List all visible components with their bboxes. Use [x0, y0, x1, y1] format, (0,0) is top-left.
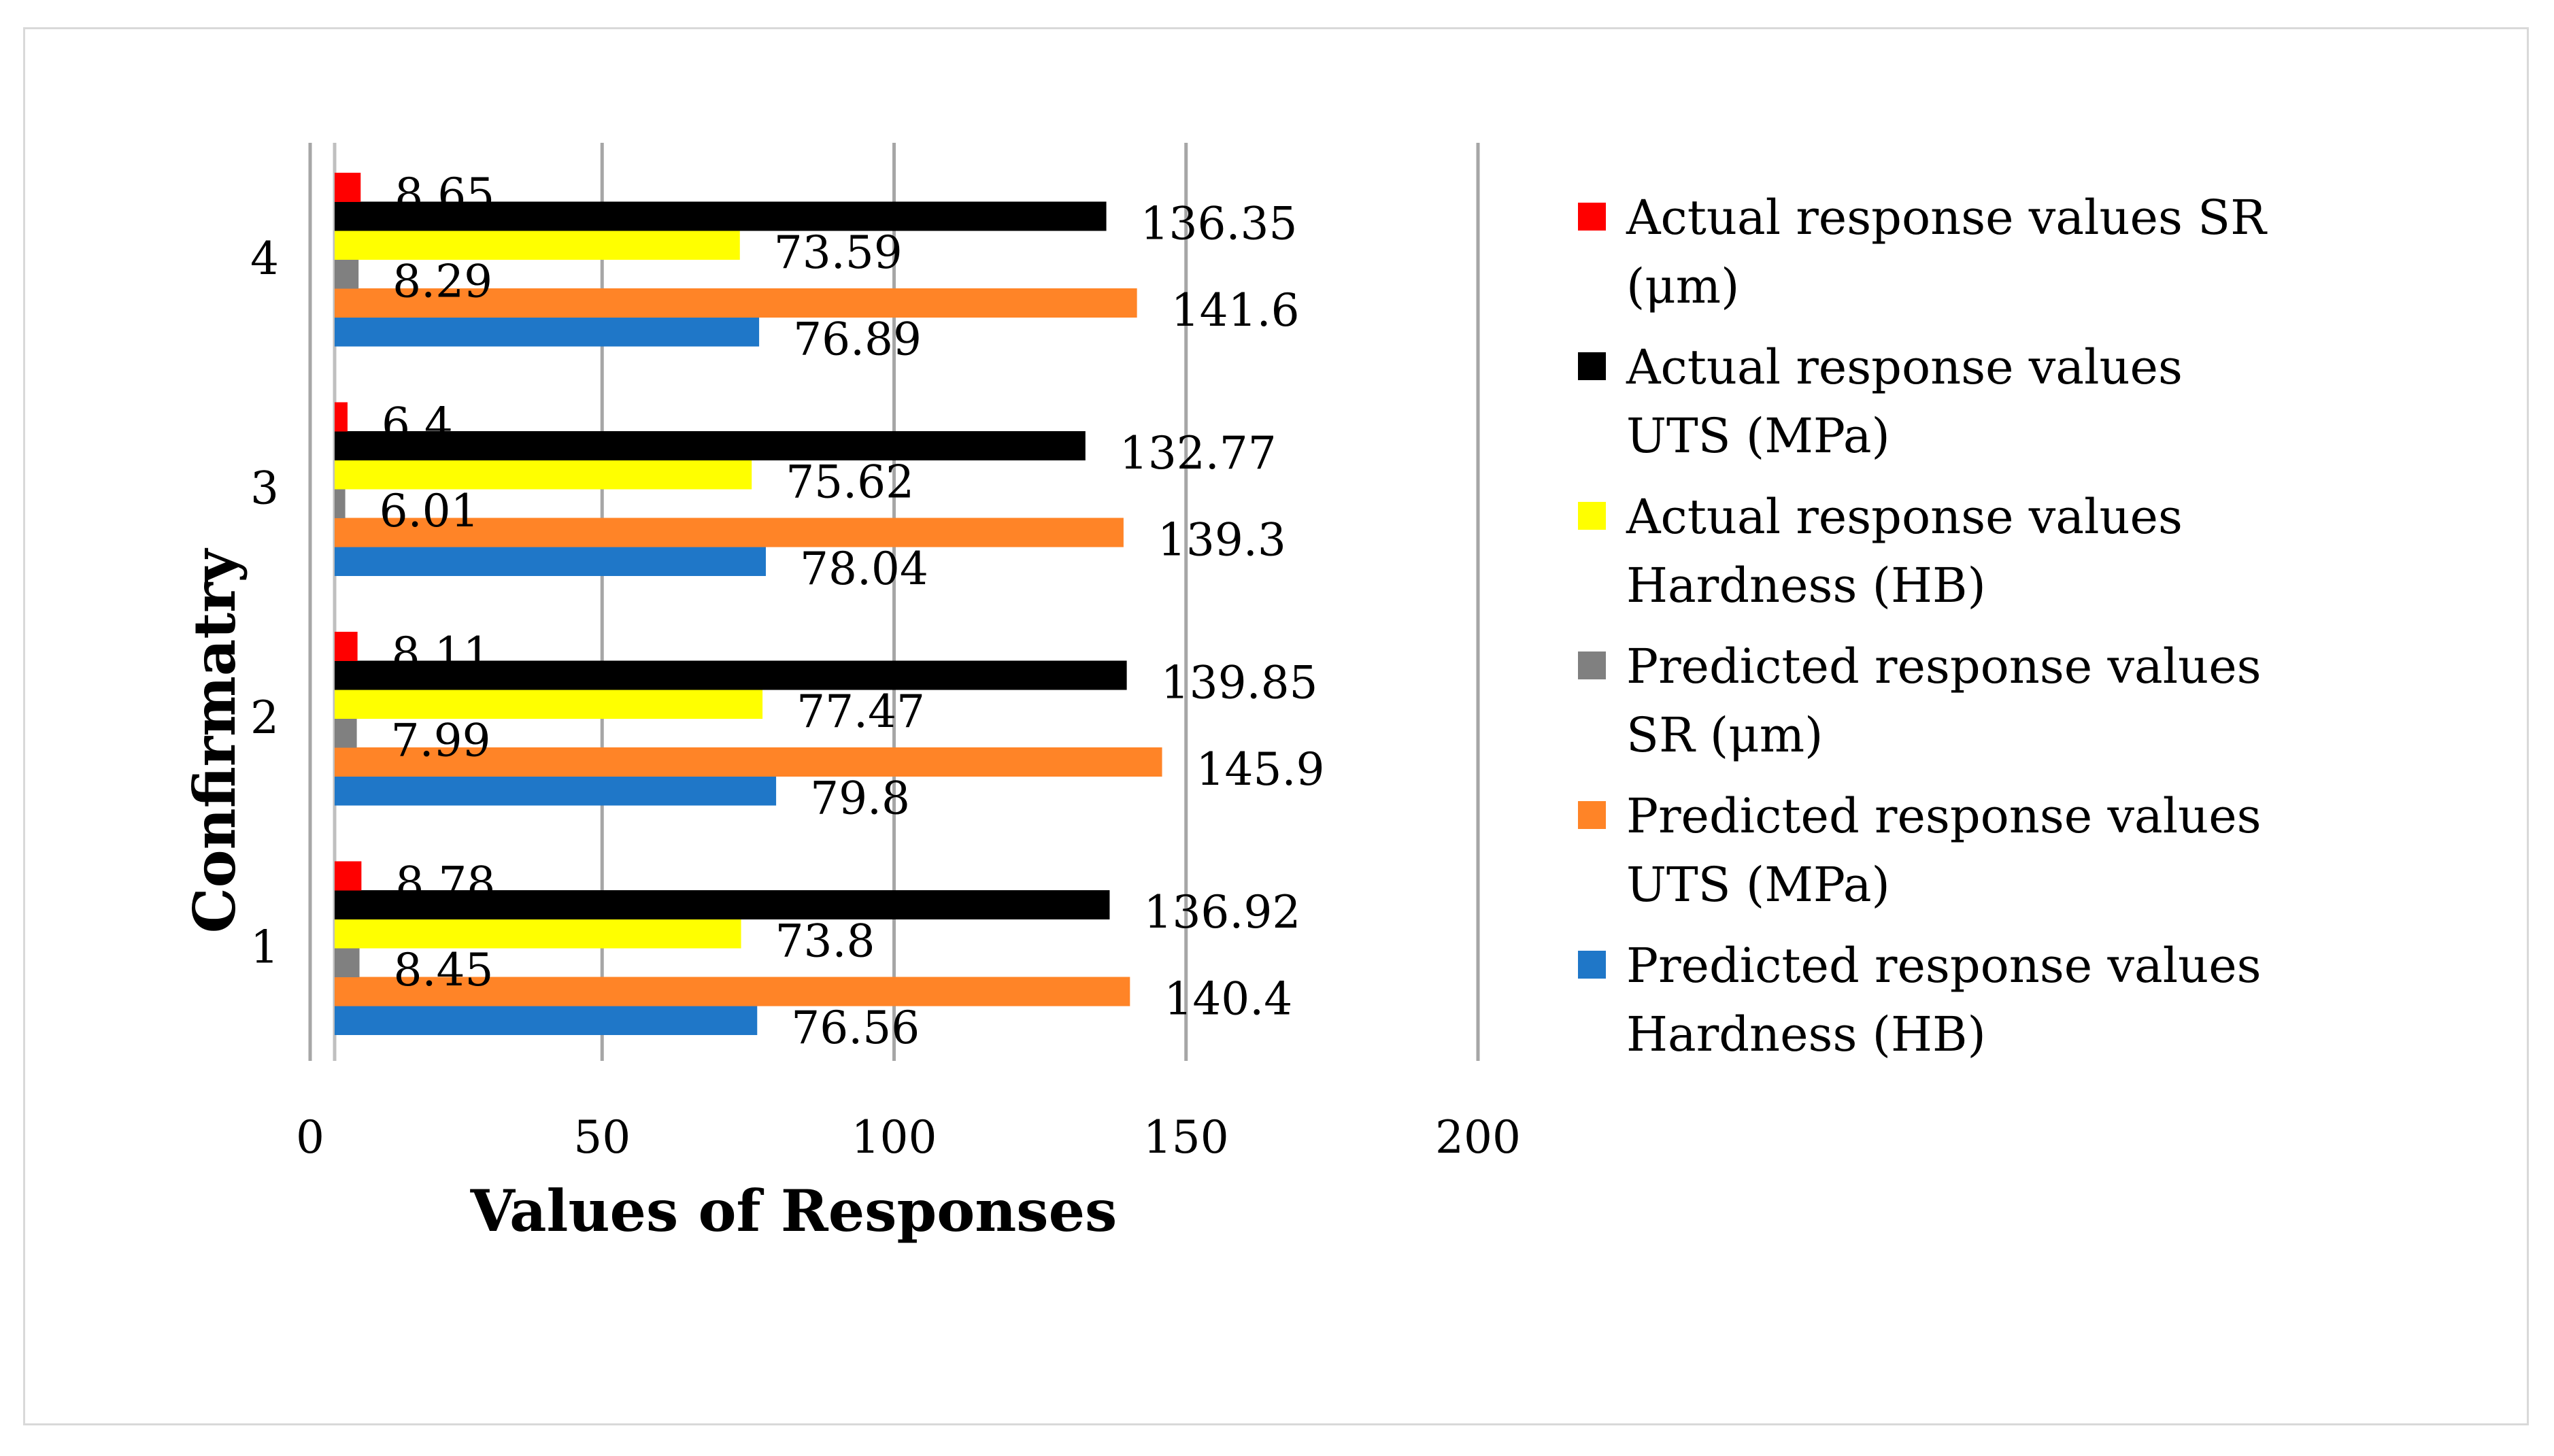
- x-tick-label: 150: [1143, 1111, 1229, 1164]
- bar: [335, 890, 1110, 919]
- y-tick-label: 4: [250, 233, 279, 285]
- bar: [335, 919, 741, 949]
- bar: [335, 288, 1137, 318]
- legend-swatch: [1578, 352, 1606, 380]
- legend-swatch: [1578, 951, 1606, 979]
- bar: [335, 460, 752, 490]
- data-label: 8.11: [392, 628, 492, 680]
- bar: [335, 948, 360, 977]
- legend-label: Predicted response values SR (μm): [1626, 639, 2262, 763]
- bar: [335, 317, 760, 347]
- legend-swatch: [1578, 801, 1606, 829]
- bar: [335, 489, 346, 518]
- data-label: 8.45: [394, 944, 494, 996]
- y-axis-ticks: 1 2 3 4: [250, 233, 279, 974]
- data-label: 8.78: [395, 858, 495, 910]
- legend-item: Actual response values UTS (MPa): [1578, 333, 2272, 471]
- legend-label: Actual response values UTS (MPa): [1626, 339, 2183, 464]
- legend: Actual response values SR (μm) Actual res…: [1578, 184, 2272, 1081]
- legend-label: Actual response values SR (μm): [1626, 190, 2266, 314]
- legend-item: Predicted response values UTS (MPa): [1578, 782, 2272, 919]
- bar: [335, 660, 1127, 690]
- data-label: 132.77: [1120, 427, 1277, 479]
- data-label: 136.92: [1143, 886, 1300, 938]
- x-tick-label: 200: [1435, 1111, 1521, 1164]
- data-label: 140.4: [1164, 973, 1292, 1026]
- legend-item: Actual response values Hardness (HB): [1578, 483, 2272, 620]
- y-tick-label: 3: [250, 462, 279, 514]
- legend-swatch: [1578, 203, 1606, 231]
- x-tick-label: 0: [296, 1111, 324, 1164]
- y-tick-label: 1: [250, 921, 279, 973]
- data-label: 6.01: [380, 485, 480, 537]
- bar: [335, 861, 362, 891]
- data-label: 139.85: [1161, 657, 1318, 709]
- bar: [335, 776, 777, 806]
- data-label: 8.65: [394, 169, 494, 221]
- legend-label: Actual response values Hardness (HB): [1626, 489, 2183, 613]
- data-label: 141.6: [1171, 284, 1300, 337]
- legend-label: Predicted response values UTS (MPa): [1626, 788, 2262, 913]
- chart-frame: [23, 27, 2529, 1425]
- data-label: 79.8: [810, 773, 910, 825]
- bar: [335, 690, 763, 719]
- data-label: 73.8: [775, 915, 875, 968]
- y-axis-title: Confirmatry: [181, 548, 248, 934]
- bar: [335, 201, 1107, 231]
- y-tick-label: 2: [250, 692, 279, 744]
- data-label: 73.59: [774, 226, 903, 279]
- legend-item: Actual response values SR (μm): [1578, 184, 2272, 321]
- bar: [335, 977, 1130, 1006]
- legend-swatch: [1578, 502, 1606, 530]
- bar: [335, 1006, 758, 1035]
- legend-item: Predicted response values Hardness (HB): [1578, 932, 2272, 1069]
- data-label: 8.29: [392, 256, 492, 308]
- data-label: 76.89: [793, 314, 922, 366]
- bar: [335, 518, 1124, 547]
- bar: [335, 632, 358, 661]
- data-label: 7.99: [391, 715, 491, 767]
- x-axis-title: Values of Responses: [470, 1177, 1118, 1245]
- bar: [335, 747, 1162, 777]
- data-label: 76.56: [791, 1002, 920, 1054]
- bar: [335, 259, 359, 289]
- bars: [335, 173, 1162, 1035]
- bar: [335, 547, 766, 576]
- data-label: 75.62: [786, 456, 914, 509]
- data-label: 145.9: [1196, 743, 1325, 796]
- data-labels: 76.56 140.4 8.45 73.8 136.92 8.78 79.8 145.9 7.9…: [380, 169, 1325, 1054]
- bar: [335, 231, 740, 260]
- bar: [335, 431, 1086, 460]
- x-axis-ticks: 0 50 100 150 200: [296, 1111, 1521, 1164]
- legend-item: Predicted response values SR (μm): [1578, 632, 2272, 770]
- legend-swatch: [1578, 651, 1606, 679]
- bar: [335, 173, 361, 202]
- x-tick-label: 100: [852, 1111, 937, 1164]
- bar: [335, 402, 348, 432]
- data-label: 77.47: [796, 685, 925, 738]
- legend-label: Predicted response values Hardness (HB): [1626, 938, 2262, 1062]
- data-label: 136.35: [1141, 198, 1298, 250]
- data-label: 78.04: [800, 543, 928, 595]
- data-label: 139.3: [1158, 514, 1286, 566]
- bar: [335, 718, 357, 748]
- x-tick-label: 50: [573, 1111, 631, 1164]
- data-label: 6.4: [382, 399, 453, 451]
